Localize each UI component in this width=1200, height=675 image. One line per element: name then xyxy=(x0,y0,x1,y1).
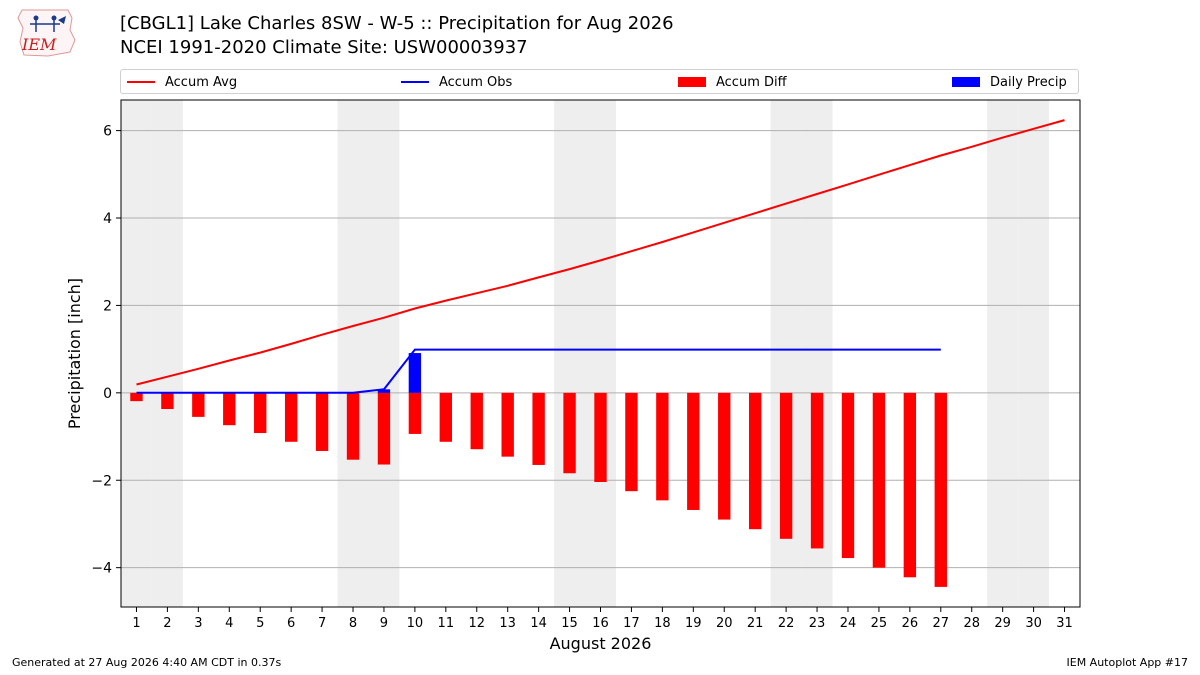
legend: Accum Avg Accum Obs Accum Diff Daily Pre… xyxy=(120,69,1079,94)
chart-title: [CBGL1] Lake Charles 8SW - W-5 :: Precip… xyxy=(120,13,674,34)
weekend-band xyxy=(337,100,369,607)
accum-obs-line xyxy=(136,348,941,394)
accum-diff-bar xyxy=(315,392,329,451)
y-tick-label: 4 xyxy=(103,211,112,227)
accum-diff-bar xyxy=(377,392,391,465)
accum-diff-bar xyxy=(903,392,917,578)
daily-precip-bar xyxy=(377,389,391,393)
x-tick-label: 31 xyxy=(1056,616,1073,631)
y-tick-label: 2 xyxy=(103,298,112,314)
accum-diff-bar xyxy=(594,392,607,482)
x-tick-label: 21 xyxy=(747,616,764,631)
x-tick-label: 30 xyxy=(1025,616,1042,631)
x-tick-label: 20 xyxy=(716,616,733,631)
x-tick-label: 25 xyxy=(871,616,888,631)
accum-diff-bar xyxy=(408,392,422,434)
x-tick-label: 6 xyxy=(287,616,295,631)
accum-diff-bar xyxy=(284,392,298,442)
x-tick-label: 14 xyxy=(530,616,547,631)
weekend-band xyxy=(151,100,183,607)
legend-item-accum-obs: Accum Obs xyxy=(401,73,512,91)
y-tick-label: −2 xyxy=(91,473,112,489)
footer-app: IEM Autoplot App #17 xyxy=(1066,656,1189,669)
weekend-band xyxy=(987,100,1019,607)
accum-diff-bar xyxy=(470,392,483,450)
y-tick-label: 6 xyxy=(103,124,112,140)
x-tick-label: 19 xyxy=(685,616,702,631)
x-tick-label: 29 xyxy=(994,616,1011,631)
accum-diff-bar xyxy=(532,392,545,465)
x-tick-label: 7 xyxy=(318,616,326,631)
weekend-band xyxy=(368,100,400,607)
logo-text: IEM xyxy=(21,35,57,54)
legend-swatch-daily-precip xyxy=(952,77,980,87)
x-tick-label: 28 xyxy=(963,616,980,631)
weekend-band xyxy=(554,100,586,607)
weekend-band xyxy=(585,100,616,607)
x-tick-label: 16 xyxy=(592,616,609,631)
x-tick-label: 27 xyxy=(933,616,950,631)
accum-diff-bar xyxy=(254,392,267,434)
accum-diff-bar xyxy=(563,392,576,474)
accum-diff-bar xyxy=(748,392,762,530)
accum-diff-bar xyxy=(687,392,700,510)
accum-diff-bar xyxy=(439,392,453,442)
accum-diff-bar xyxy=(841,392,855,559)
legend-swatch-accum-obs xyxy=(401,81,429,83)
accum-diff-bar xyxy=(779,392,793,539)
accum-avg-line xyxy=(136,119,1065,386)
x-tick-label: 1 xyxy=(132,616,140,631)
legend-item-accum-diff: Accum Diff xyxy=(678,73,787,91)
x-tick-label: 5 xyxy=(256,616,264,631)
accum-diff-bar xyxy=(810,392,824,549)
x-tick-label: 17 xyxy=(623,616,640,631)
x-tick-label: 12 xyxy=(468,616,485,631)
accum-diff-bar xyxy=(872,392,886,568)
accum-diff-bar xyxy=(625,392,638,492)
accum-diff-bar xyxy=(718,392,731,520)
iem-logo: IEM xyxy=(17,9,76,57)
y-tick-label: 0 xyxy=(103,386,112,402)
legend-label-accum-avg: Accum Avg xyxy=(165,74,238,90)
legend-label-accum-diff: Accum Diff xyxy=(716,74,787,90)
accum-diff-bar xyxy=(501,392,514,457)
legend-item-daily-precip: Daily Precip xyxy=(952,73,1067,91)
accum-diff-bar xyxy=(130,392,143,402)
accum-diff-bar xyxy=(192,392,205,417)
accum-diff-bar xyxy=(223,392,236,426)
x-tick-label: 4 xyxy=(225,616,233,631)
x-tick-label: 23 xyxy=(809,616,826,631)
x-tick-label: 13 xyxy=(499,616,516,631)
legend-swatch-accum-avg xyxy=(127,81,155,83)
accum-diff-bar xyxy=(346,392,360,460)
y-tick-label: −4 xyxy=(91,561,112,577)
x-tick-label: 8 xyxy=(349,616,357,631)
accum-diff-bar xyxy=(934,392,947,587)
x-tick-label: 11 xyxy=(438,616,455,631)
y-axis-label: Precipitation [inch] xyxy=(65,278,84,429)
x-tick-label: 26 xyxy=(902,616,919,631)
x-tick-label: 15 xyxy=(561,616,578,631)
weekend-band xyxy=(1018,100,1050,607)
footer-generated: Generated at 27 Aug 2026 4:40 AM CDT in … xyxy=(12,656,282,669)
chart-subtitle: NCEI 1991-2020 Climate Site: USW00003937 xyxy=(120,37,528,58)
legend-item-accum-avg: Accum Avg xyxy=(127,73,237,91)
accum-diff-bar xyxy=(656,392,669,501)
x-tick-label: 10 xyxy=(407,616,424,631)
x-tick-label: 24 xyxy=(840,616,857,631)
legend-swatch-accum-diff xyxy=(678,77,706,87)
weekend-band xyxy=(121,100,152,607)
x-tick-label: 3 xyxy=(194,616,202,631)
accum-diff-bar xyxy=(161,392,174,410)
x-tick-label: 18 xyxy=(654,616,671,631)
legend-label-accum-obs: Accum Obs xyxy=(439,74,513,90)
legend-label-daily-precip: Daily Precip xyxy=(990,74,1067,90)
x-tick-label: 9 xyxy=(380,616,388,631)
x-axis-label: August 2026 xyxy=(550,634,652,653)
x-tick-label: 2 xyxy=(163,616,171,631)
daily-precip-bar xyxy=(408,353,422,393)
x-tick-label: 22 xyxy=(778,616,795,631)
